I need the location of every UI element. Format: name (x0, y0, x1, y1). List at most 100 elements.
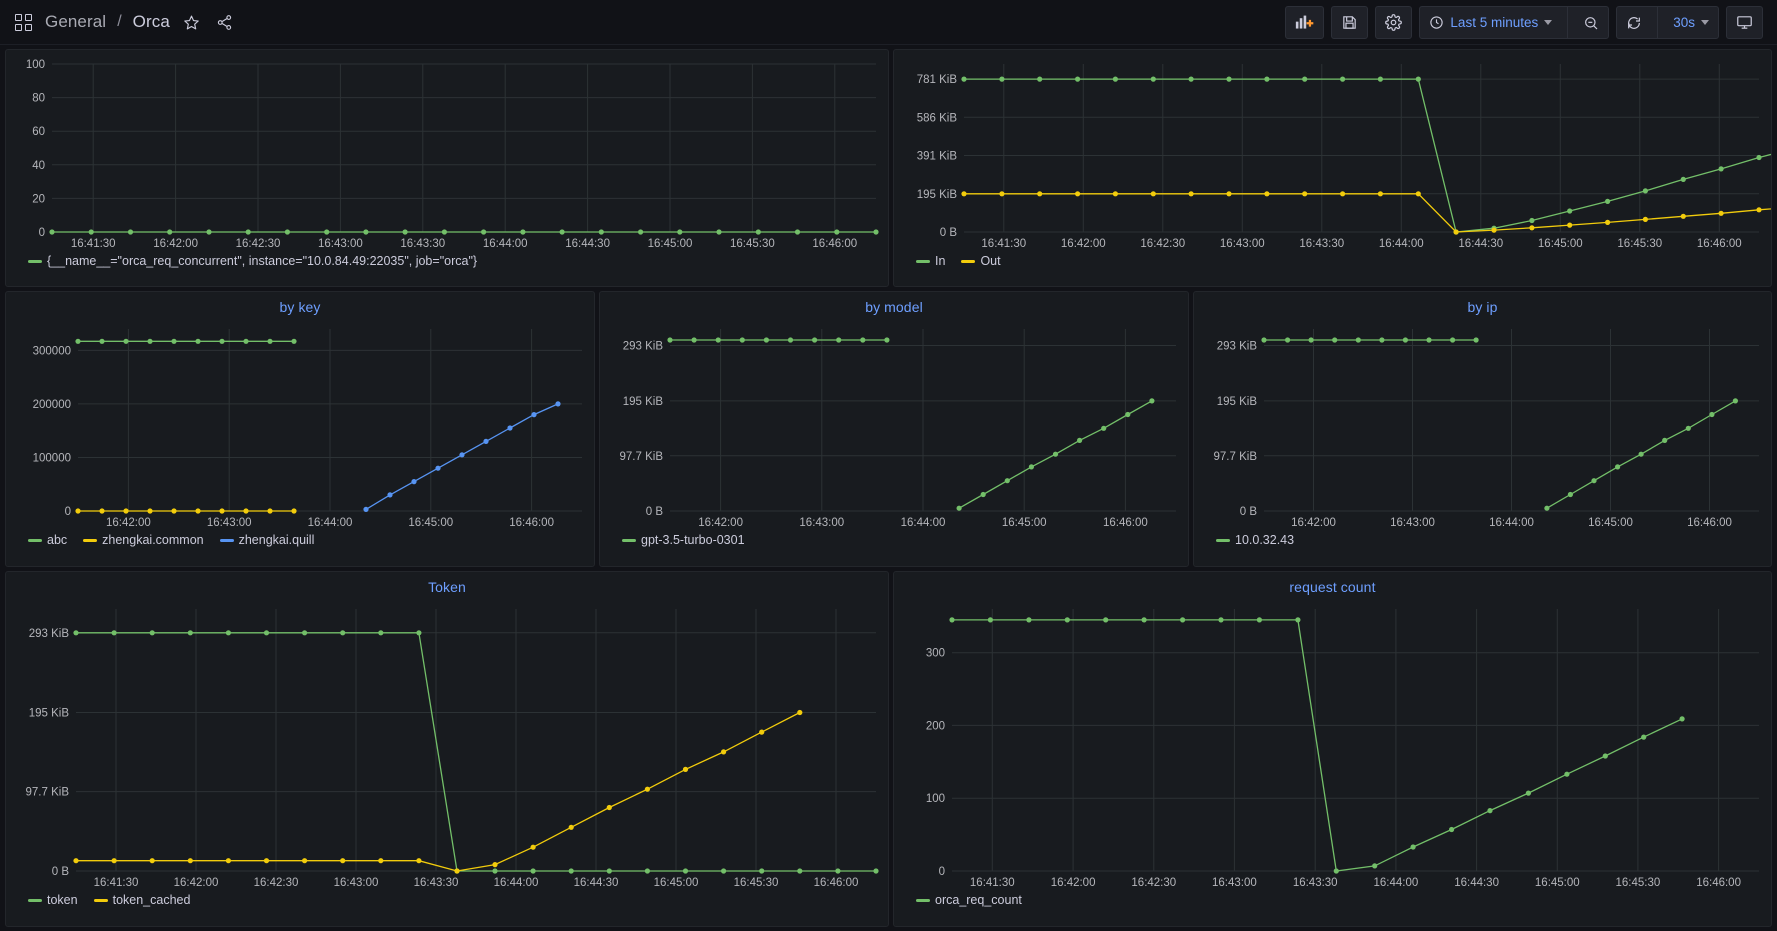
clock-icon (1430, 16, 1444, 29)
svg-text:16:46:00: 16:46:00 (814, 877, 859, 889)
panel-request-count[interactable]: request count 0 100 200 300 16:41:30 16:42:00 1… (893, 571, 1772, 927)
save-dashboard-button[interactable] (1331, 6, 1369, 39)
plot-area: 0 B 97.7 KiB 195 KiB 293 KiB 16:41:30 16:42:0… (6, 595, 888, 893)
tv-icon (1737, 16, 1752, 29)
legend-label: token (47, 893, 78, 907)
kiosk-mode-button[interactable] (1726, 6, 1763, 39)
time-range-picker[interactable]: Last 5 minutes (1419, 6, 1610, 39)
svg-text:16:43:00: 16:43:00 (1212, 877, 1257, 889)
legend: 10.0.32.43 (1194, 533, 1771, 547)
time-range-button[interactable]: Last 5 minutes (1420, 7, 1561, 38)
refresh-icon (1628, 16, 1641, 29)
zoom-out-button[interactable] (1574, 7, 1608, 38)
svg-text:16:46:00: 16:46:00 (1696, 877, 1741, 889)
svg-text:16:44:30: 16:44:30 (1454, 877, 1499, 889)
svg-text:16:44:30: 16:44:30 (574, 877, 619, 889)
legend-item[interactable]: gpt-3.5-turbo-0301 (622, 533, 745, 547)
svg-text:300: 300 (926, 648, 945, 660)
legend-item[interactable]: 10.0.32.43 (1216, 533, 1294, 547)
svg-text:16:43:30: 16:43:30 (414, 877, 459, 889)
legend-item[interactable]: orca_req_count (916, 893, 1022, 907)
legend-item[interactable]: zhengkai.common (83, 533, 204, 547)
plot-area: 0 B 195 KiB 391 KiB 586 KiB 781 KiB 16:41:30 1… (894, 50, 1771, 254)
svg-text:16:46:00: 16:46:00 (1687, 517, 1732, 529)
svg-text:293 KiB: 293 KiB (1217, 341, 1258, 353)
legend-item[interactable]: token (28, 893, 78, 907)
svg-text:16:44:00: 16:44:00 (1489, 517, 1534, 529)
panel-token[interactable]: Token 0 B 97.7 KiB 195 KiB 293 KiB 16:41:30 16… (5, 571, 889, 927)
panel-by-key[interactable]: by key 0 100000 200000 300000 16:42:00 16:43:0… (5, 291, 595, 567)
legend-item[interactable]: {__name__="orca_req_concurrent", instanc… (28, 254, 477, 268)
svg-text:16:44:00: 16:44:00 (308, 517, 353, 529)
svg-text:16:46:00: 16:46:00 (509, 517, 554, 529)
add-panel-button[interactable] (1285, 6, 1325, 39)
svg-text:97.7 KiB: 97.7 KiB (26, 787, 70, 799)
svg-text:781 KiB: 781 KiB (917, 74, 958, 86)
svg-text:16:45:00: 16:45:00 (1002, 517, 1047, 529)
legend-item[interactable]: Out (961, 254, 1001, 268)
panel-title: by key (279, 299, 321, 315)
svg-text:16:42:30: 16:42:30 (254, 877, 299, 889)
gear-icon (1385, 14, 1403, 31)
legend-item[interactable]: zhengkai.quill (219, 533, 314, 547)
dashboard-settings-button[interactable] (1375, 6, 1413, 39)
panel-inout[interactable]: 0 B 195 KiB 391 KiB 586 KiB 781 KiB 16:41:30 1… (893, 49, 1772, 287)
divider (1657, 7, 1659, 38)
dashboards-grid-icon[interactable] (12, 11, 35, 34)
share-icon[interactable] (213, 11, 236, 34)
panel-by-model[interactable]: by model 0 B 97.7 KiB 195 KiB 293 KiB 16:42:0… (599, 291, 1189, 567)
legend: orca_req_count (894, 893, 1771, 907)
dashboard-grid: 0 20 40 60 80 100 16:41:30 16:42:00 16:42:30 16:4… (0, 45, 1777, 931)
time-range-label: Last 5 minutes (1450, 15, 1539, 30)
legend-color-swatch (622, 538, 636, 542)
svg-text:16:43:00: 16:43:00 (207, 517, 252, 529)
legend-label: Out (980, 254, 1001, 268)
svg-text:16:43:00: 16:43:00 (1390, 517, 1435, 529)
svg-text:16:45:00: 16:45:00 (408, 517, 453, 529)
refresh-button[interactable] (1617, 7, 1651, 38)
breadcrumb-dashboard[interactable]: Orca (132, 12, 170, 31)
star-icon[interactable] (180, 11, 203, 34)
plot-area: 0 B 97.7 KiB 195 KiB 293 KiB 16:42:00 16:43:0… (1194, 315, 1771, 533)
svg-text:200000: 200000 (33, 399, 71, 411)
svg-text:16:42:00: 16:42:00 (174, 877, 219, 889)
breadcrumb-folder[interactable]: General (45, 12, 107, 31)
refresh-interval-button[interactable]: 30s (1664, 7, 1718, 38)
plot-area: 0 20 40 60 80 100 16:41:30 16:42:00 16:42:30 16:4… (6, 50, 888, 254)
legend-label: token_cached (112, 893, 191, 907)
legend-color-swatch (83, 538, 98, 542)
legend-item[interactable]: token_cached (93, 893, 191, 907)
svg-text:16:42:00: 16:42:00 (698, 517, 743, 529)
svg-text:0: 0 (39, 227, 45, 239)
svg-text:200: 200 (926, 720, 945, 732)
svg-text:16:45:00: 16:45:00 (1588, 517, 1633, 529)
legend-color-swatch (28, 259, 42, 263)
svg-text:300000: 300000 (33, 345, 71, 357)
panel-concurrent[interactable]: 0 20 40 60 80 100 16:41:30 16:42:00 16:42:30 16:4… (5, 49, 889, 287)
svg-text:97.7 KiB: 97.7 KiB (620, 451, 664, 463)
legend-item[interactable]: In (916, 254, 945, 268)
legend-label: gpt-3.5-turbo-0301 (641, 533, 745, 547)
svg-text:195 KiB: 195 KiB (1217, 396, 1258, 408)
svg-text:20: 20 (32, 193, 45, 205)
legend-label: {__name__="orca_req_concurrent", instanc… (47, 254, 478, 268)
svg-text:0 B: 0 B (1240, 506, 1258, 518)
svg-text:16:46:00: 16:46:00 (812, 238, 857, 250)
svg-text:16:45:00: 16:45:00 (654, 877, 699, 889)
svg-text:16:42:00: 16:42:00 (106, 517, 151, 529)
svg-text:16:41:30: 16:41:30 (970, 877, 1015, 889)
divider (1567, 7, 1569, 38)
svg-text:16:45:00: 16:45:00 (1535, 877, 1580, 889)
legend-item[interactable]: abc (28, 533, 67, 547)
panel-title: Token (428, 579, 466, 595)
panel-by-ip[interactable]: by ip 0 B 97.7 KiB 195 KiB 293 KiB 16:42:00 16… (1193, 291, 1772, 567)
add-panel-icon (1296, 15, 1314, 29)
svg-text:16:46:00: 16:46:00 (1103, 517, 1148, 529)
legend-label: In (935, 254, 946, 268)
legend: gpt-3.5-turbo-0301 (600, 533, 1188, 547)
refresh-picker[interactable]: 30s (1616, 6, 1719, 39)
panel-title: request count (1289, 579, 1376, 595)
svg-text:16:41:30: 16:41:30 (71, 238, 116, 250)
legend: abc zhengkai.common zhengkai.quill (6, 533, 594, 547)
legend: token token_cached (6, 893, 888, 907)
